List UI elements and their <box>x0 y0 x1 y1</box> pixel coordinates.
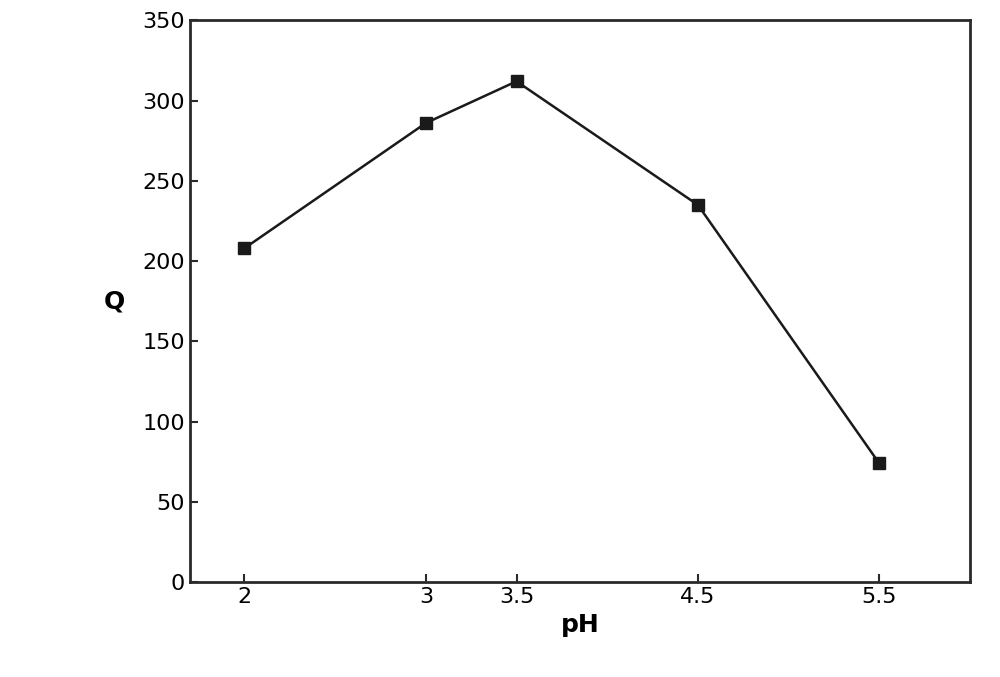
Y-axis label: Q: Q <box>104 289 125 313</box>
X-axis label: pH: pH <box>561 613 599 636</box>
